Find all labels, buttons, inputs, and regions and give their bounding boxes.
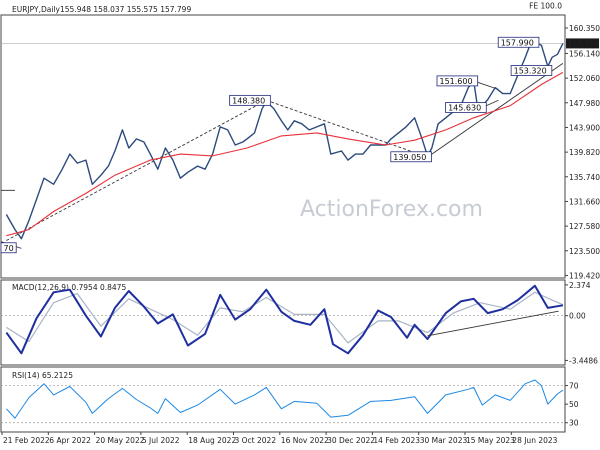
price-tick-label: 123.500 xyxy=(569,247,600,256)
macd-panel: 2.374 0.00 -3.4486 xyxy=(1,281,598,365)
rsi-line xyxy=(6,379,564,419)
panel-frames xyxy=(0,14,566,433)
price-label: 157.990 xyxy=(501,38,534,47)
price-tick-label: 143.900 xyxy=(569,123,600,132)
rsi-tick-label: 50 xyxy=(569,400,579,409)
fe-indicator-label: FE 100.0 xyxy=(529,2,562,11)
price-label-box xyxy=(445,102,487,113)
price-tick-label: 152.060 xyxy=(569,74,600,83)
price-ticks: 160.350 156.140 152.060 147.980 143.900 139.8… xyxy=(1,24,600,280)
macd-title: MACD(12,26,9) 0.7954 0.8475 xyxy=(12,283,126,292)
date-tick-label: 21 Feb 2022 xyxy=(3,436,50,445)
price-label: 70 xyxy=(4,244,14,253)
last-price-box xyxy=(566,38,599,49)
rsi-tick-label: 30 xyxy=(569,419,579,428)
price-label: 153.320 xyxy=(514,67,547,76)
trend-line xyxy=(266,99,428,158)
macd-tick-label: 0.00 xyxy=(569,312,586,321)
price-label-box xyxy=(0,242,17,254)
rsi-title: RSI(14) 65.2125 xyxy=(12,371,73,380)
date-tick-label: 3 Oct 2022 xyxy=(235,436,277,445)
price-tick-label: 127.580 xyxy=(569,222,600,231)
price-label: 145.630 xyxy=(448,104,481,113)
price-tick-label: 160.350 xyxy=(569,24,600,33)
rsi-panel-frame xyxy=(0,366,566,433)
actionforex-watermark: ActionForex.com xyxy=(300,197,483,222)
price-tick-label: 135.740 xyxy=(569,173,600,182)
price-label: 148.380 xyxy=(232,96,265,105)
date-tick-label: 28 Jun 2023 xyxy=(512,436,557,445)
date-tick-label: 30 Mar 2023 xyxy=(420,436,468,445)
price-tick-label: 131.660 xyxy=(569,197,600,206)
chart-ohlc-label: 155.948 158.037 155.575 157.799 xyxy=(60,5,191,14)
moving-average-line xyxy=(6,71,564,237)
price-label-box xyxy=(510,65,553,76)
macd-panel-frame xyxy=(0,279,566,366)
price-label: 151.600 xyxy=(439,77,472,86)
date-tick-label: 6 Apr 2022 xyxy=(49,436,91,445)
last-price-label: 157.799 xyxy=(568,39,599,48)
date-tick-label: 15 May 2023 xyxy=(466,436,515,445)
macd-trend-line xyxy=(427,310,559,337)
rsi-tick-label: 70 xyxy=(569,382,579,391)
price-label-box xyxy=(436,75,479,87)
price-tick-label: 119.420 xyxy=(569,271,600,280)
rsi-panel: 70 50 30 xyxy=(1,379,579,428)
chart-symbol-label: EURJPY,Daily xyxy=(12,5,61,14)
macd-tick-label: 2.374 xyxy=(569,281,591,290)
price-tick-label: 156.140 xyxy=(569,49,600,58)
price-label-box xyxy=(229,94,271,106)
date-tick-label: 18 Aug 2022 xyxy=(188,436,236,445)
price-panel-frame xyxy=(0,14,566,279)
price-tick-label: 139.820 xyxy=(569,148,600,157)
price-tick-label: 147.980 xyxy=(569,99,600,108)
macd-line xyxy=(5,284,564,355)
price-label-box xyxy=(497,36,540,48)
trend-line xyxy=(6,99,267,241)
date-tick-label: 30 Dec 2022 xyxy=(327,436,375,445)
macd-tick-label: -3.4486 xyxy=(569,356,598,365)
date-tick-label: 5 Jul 2022 xyxy=(142,436,180,445)
price-annotations: 148.380 139.050 151.600 145.630 157.990 153.3… xyxy=(0,36,553,254)
price-label-box xyxy=(390,151,432,163)
date-tick-label: 20 May 2022 xyxy=(96,436,145,445)
date-tick-label: 16 Nov 2022 xyxy=(281,436,329,445)
date-tick-label: 14 Feb 2023 xyxy=(373,436,420,445)
macd-signal-line xyxy=(6,291,564,344)
price-label: 139.050 xyxy=(393,153,426,162)
